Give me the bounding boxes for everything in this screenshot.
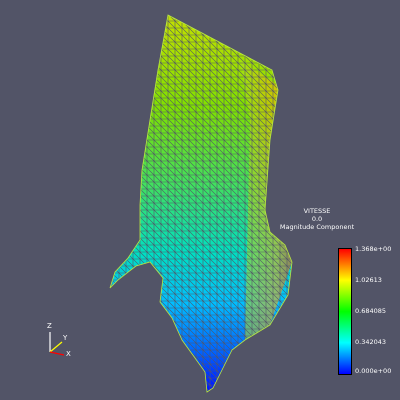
orientation-axes [49,332,65,356]
axis-label-x: X [66,350,71,358]
scalar-bar-tick-4: 0.342043 [355,338,387,346]
x-axis-line [49,351,65,356]
scalar-bar-colorbar[interactable] [338,248,352,375]
scalar-bar-array-name: VITESSE [303,207,331,215]
scalar-bar-tick-2: 1.02613 [355,276,382,284]
scalar-bar-tick-min: 0.000e+00 [355,367,392,375]
y-axis-line [49,341,63,353]
mesh-outline [109,14,293,393]
scalar-bar-time: 0.0 [311,215,323,223]
axis-label-z: Z [47,322,52,330]
scalar-bar-tick-max: 1.368e+00 [355,245,392,253]
axis-label-y: Y [63,334,68,342]
scalar-bar-component: Magnitude Component [279,223,355,231]
scalar-bar-tick-3: 0.684085 [355,307,387,315]
scalar-bar-title: VITESSE 0.0 Magnitude Component [262,207,372,231]
